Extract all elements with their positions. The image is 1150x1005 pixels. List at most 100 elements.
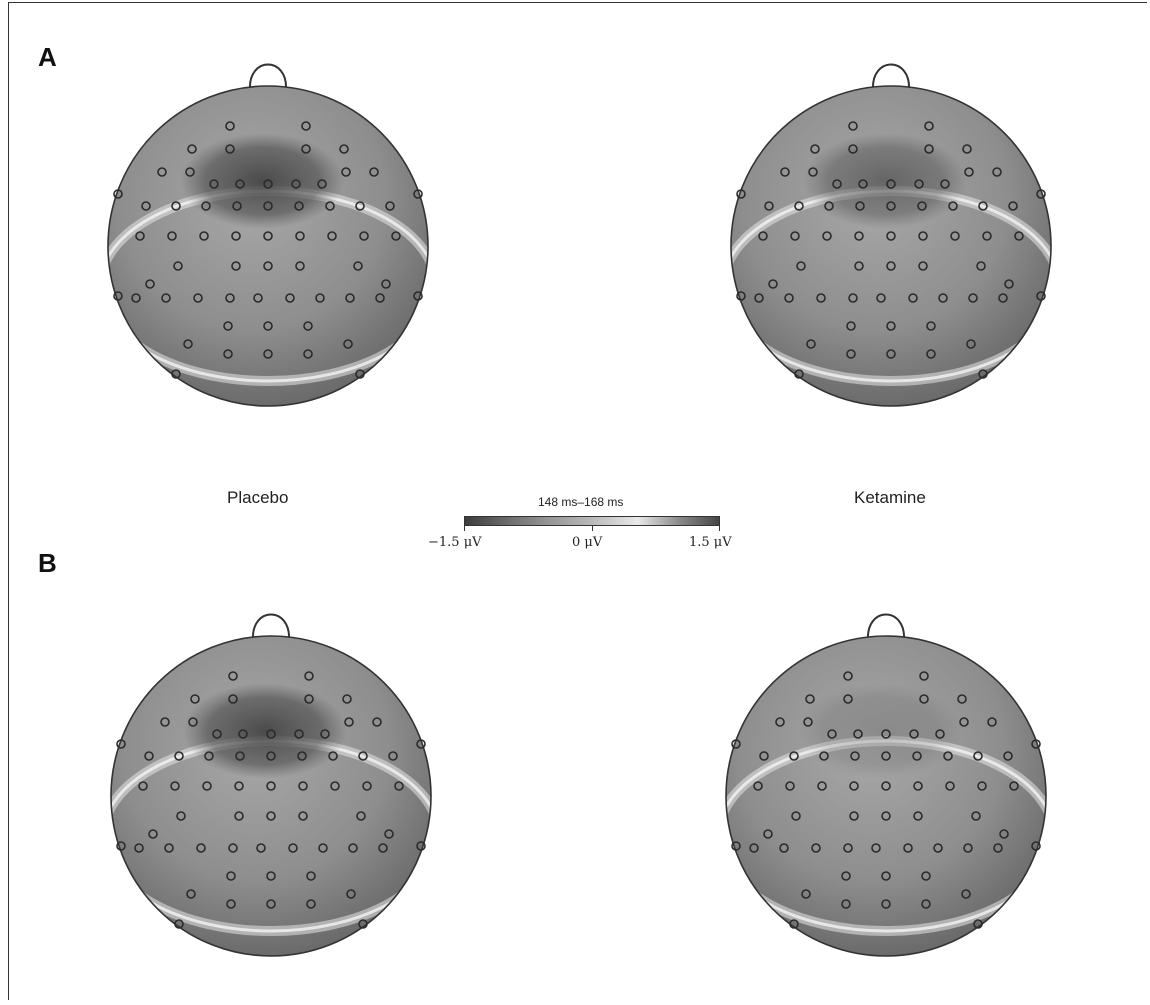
electrode <box>961 889 971 899</box>
electrode <box>913 811 923 821</box>
electrode <box>355 201 365 211</box>
electrode <box>919 671 929 681</box>
electrode <box>881 811 891 821</box>
electrode <box>266 729 276 739</box>
electrode <box>188 717 198 727</box>
electrode <box>827 729 837 739</box>
electrode <box>355 369 365 379</box>
electrode <box>854 231 864 241</box>
colorbar-max-label: 1.5 μV <box>689 535 732 550</box>
electrode <box>790 231 800 241</box>
electrode <box>966 339 976 349</box>
electrode <box>190 694 200 704</box>
electrode <box>976 261 986 271</box>
electrode <box>327 231 337 241</box>
electrode <box>343 339 353 349</box>
electrode <box>950 231 960 241</box>
electrode <box>315 293 325 303</box>
electrode <box>226 871 236 881</box>
electrode <box>731 739 741 749</box>
electrode <box>256 843 266 853</box>
electrode <box>758 231 768 241</box>
electrode <box>775 717 785 727</box>
electrode <box>145 279 155 289</box>
electrode <box>202 781 212 791</box>
electrode <box>971 811 981 821</box>
electrode <box>356 811 366 821</box>
electrode <box>346 889 356 899</box>
electrode <box>223 349 233 359</box>
electrode <box>935 729 945 739</box>
electrode <box>266 899 276 909</box>
electrode <box>263 261 273 271</box>
electrode <box>204 751 214 761</box>
electrode <box>167 231 177 241</box>
electrode <box>749 843 759 853</box>
electrode <box>223 321 233 331</box>
electrode <box>993 843 1003 853</box>
electrode <box>138 781 148 791</box>
electrode <box>185 167 195 177</box>
electrode <box>848 293 858 303</box>
electrode <box>385 201 395 211</box>
electrode <box>186 889 196 899</box>
electrode <box>938 293 948 303</box>
electrode <box>263 201 273 211</box>
electrode <box>785 781 795 791</box>
electrode <box>913 781 923 791</box>
electrode <box>306 871 316 881</box>
electrode <box>962 144 972 154</box>
electrode <box>780 167 790 177</box>
electrode <box>841 899 851 909</box>
electrode <box>306 899 316 909</box>
electrode <box>964 167 974 177</box>
electrode <box>926 321 936 331</box>
nose-outline <box>251 613 291 641</box>
electrode <box>173 261 183 271</box>
electrode <box>759 751 769 761</box>
electrode <box>174 919 184 929</box>
electrode <box>301 121 311 131</box>
electrode <box>378 843 388 853</box>
topomap-b-placebo <box>110 613 432 957</box>
electrode <box>926 349 936 359</box>
electrode <box>914 179 924 189</box>
electrode <box>388 751 398 761</box>
electrode <box>886 321 896 331</box>
head-outline <box>730 85 1052 407</box>
condition-label-ketamine: Ketamine <box>854 488 926 507</box>
colorbar-tick <box>464 526 465 531</box>
electrode <box>144 751 154 761</box>
electrode <box>1008 201 1018 211</box>
electrode <box>304 694 314 704</box>
electrode <box>973 751 983 761</box>
electrode <box>850 751 860 761</box>
electrode <box>736 189 746 199</box>
electrode <box>209 179 219 189</box>
electrode <box>796 261 806 271</box>
electrode <box>945 781 955 791</box>
electrode <box>348 843 358 853</box>
electrode <box>288 843 298 853</box>
electrode <box>148 829 158 839</box>
electrode <box>416 739 426 749</box>
electrode <box>924 144 934 154</box>
electrode <box>999 829 1009 839</box>
electrode <box>285 293 295 303</box>
electrode <box>1014 231 1024 241</box>
electrode <box>853 729 863 739</box>
electrode <box>344 717 354 727</box>
electrode <box>160 717 170 727</box>
electrode <box>228 671 238 681</box>
electrode <box>848 121 858 131</box>
electrode <box>294 729 304 739</box>
electrode <box>977 781 987 791</box>
electrode <box>912 751 922 761</box>
electrode <box>816 293 826 303</box>
nose-outline <box>866 613 906 641</box>
electrode <box>858 179 868 189</box>
electrode <box>948 201 958 211</box>
electrode <box>301 144 311 154</box>
electrode <box>791 811 801 821</box>
electrode <box>753 781 763 791</box>
